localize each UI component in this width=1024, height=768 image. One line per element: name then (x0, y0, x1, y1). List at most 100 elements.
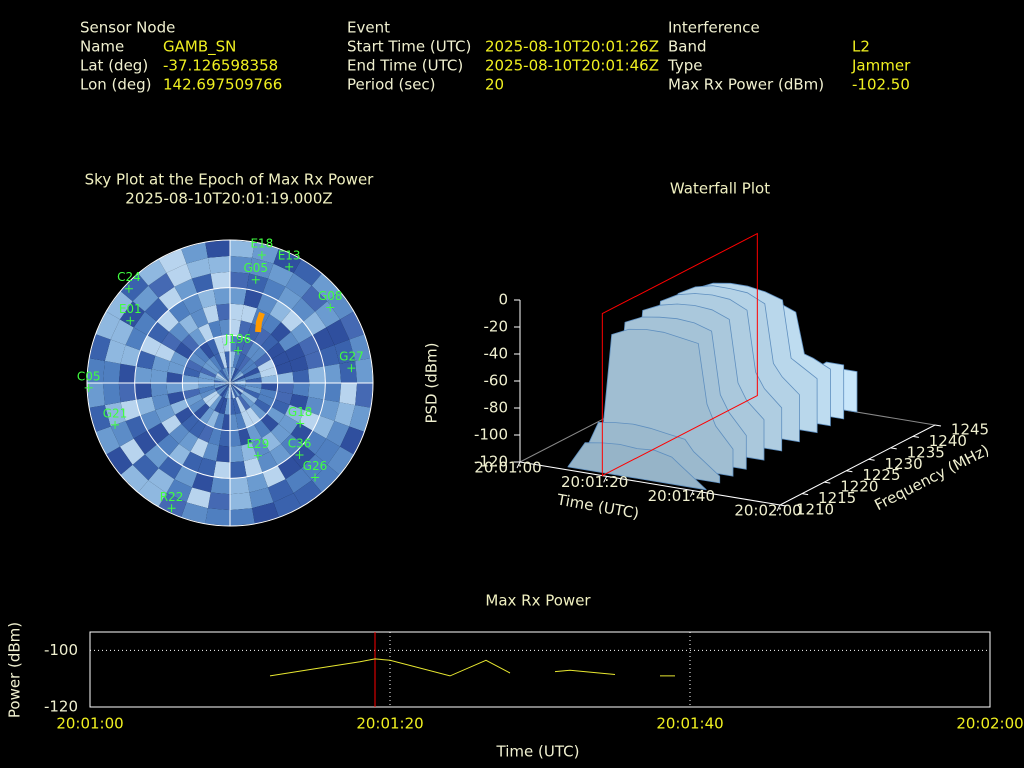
heat-cell (301, 454, 328, 481)
heat-cell (181, 502, 208, 524)
heat-cell (261, 431, 282, 452)
heat-cell (339, 383, 358, 406)
heat-cell (249, 257, 274, 279)
field-label: Lon (deg) (80, 76, 152, 94)
heat-cell (134, 383, 152, 400)
satellite-label: E01 (119, 302, 142, 316)
heat-cell (266, 406, 285, 424)
heat-cell (230, 492, 253, 511)
heat-cell (200, 367, 217, 378)
heat-cell (216, 445, 230, 463)
z-axis-label: PSD (dBm) (423, 342, 441, 423)
y-tick (779, 504, 787, 507)
heat-cell (148, 468, 175, 494)
heat-cell (230, 383, 245, 391)
y-tick-label: 1220 (840, 478, 878, 496)
heat-cell (235, 412, 247, 430)
heat-cell (167, 391, 186, 405)
heat-cell (274, 361, 293, 375)
heat-cell (292, 383, 310, 397)
heat-cell (260, 413, 279, 432)
heat-cell (151, 355, 171, 372)
heat-cell (237, 395, 251, 411)
heat-cell (214, 380, 230, 383)
heat-cell (95, 311, 120, 340)
heat-cell (269, 300, 292, 323)
heat-cell (339, 360, 358, 383)
heat-cell (178, 431, 199, 452)
heat-cell (197, 289, 217, 309)
heat-cell (119, 301, 145, 328)
heat-cell (198, 385, 216, 394)
heat-cell (199, 407, 215, 425)
heat-cell (157, 310, 179, 332)
heat-cell (148, 272, 175, 298)
field-label: Start Time (UTC) (347, 38, 471, 56)
heat-cell (257, 393, 275, 407)
heat-cell (230, 414, 239, 431)
x-tick-label: 20:02:00 (956, 715, 1023, 733)
heat-cell (245, 383, 262, 389)
x-tick (516, 461, 521, 469)
heat-cell (140, 410, 162, 431)
heat-cell (312, 327, 335, 351)
heat-cell (268, 263, 294, 287)
heat-cell (221, 414, 230, 431)
satellite-label: G21 (103, 406, 128, 420)
satellite-marker (257, 251, 266, 260)
heat-cell (170, 351, 189, 367)
heat-cell (230, 383, 244, 394)
heat-cell (120, 273, 149, 302)
heat-cell (161, 331, 182, 352)
heat-cell (185, 359, 203, 373)
heat-cell (136, 396, 156, 416)
heat-cell (241, 304, 258, 324)
heat-cell (132, 285, 159, 312)
heat-cell (230, 398, 236, 415)
heat-cell (188, 352, 206, 368)
heat-cell (155, 404, 175, 423)
satellite-label: E13 (278, 248, 301, 262)
heat-cell (245, 407, 261, 425)
heat-cell (327, 291, 354, 320)
heat-cell (219, 383, 230, 397)
heat-cell (230, 375, 245, 383)
heat-cell (216, 383, 230, 394)
x-tick (689, 490, 694, 497)
z-tick-label: -100 (474, 426, 508, 444)
heat-cell (190, 438, 209, 458)
heat-cell (208, 427, 222, 446)
heat-cell (219, 351, 228, 369)
heat-cell (214, 383, 230, 389)
field-value: -102.50 (852, 76, 910, 94)
heat-cell (281, 434, 303, 456)
heat-cell (132, 454, 159, 481)
heat-cell (230, 508, 255, 526)
heat-cell (230, 380, 246, 383)
heat-cell (252, 502, 279, 524)
heat-cell (293, 259, 322, 286)
heat-cell (193, 346, 210, 363)
z-tick-label: -80 (484, 399, 509, 417)
heat-cell (219, 319, 230, 337)
heat-cell (281, 310, 303, 332)
heat-cell (230, 461, 247, 479)
heat-cell (216, 372, 230, 383)
heat-cell (214, 353, 225, 370)
heat-cell (323, 383, 342, 403)
heat-cell (271, 351, 290, 367)
heat-cell (270, 423, 291, 444)
heat-cell (102, 360, 121, 383)
heat-cell (232, 351, 241, 369)
z-tick-label: -60 (484, 372, 509, 390)
heat-cell (327, 446, 354, 475)
satellite-label: C05 (77, 369, 101, 383)
heat-cell (243, 289, 263, 309)
heat-cell (244, 385, 262, 394)
heat-cell (238, 427, 252, 446)
heat-cell (224, 351, 230, 368)
heat-cell (230, 445, 244, 463)
power-line (269, 658, 675, 677)
heat-cell (87, 383, 105, 408)
heat-cell (249, 487, 274, 509)
